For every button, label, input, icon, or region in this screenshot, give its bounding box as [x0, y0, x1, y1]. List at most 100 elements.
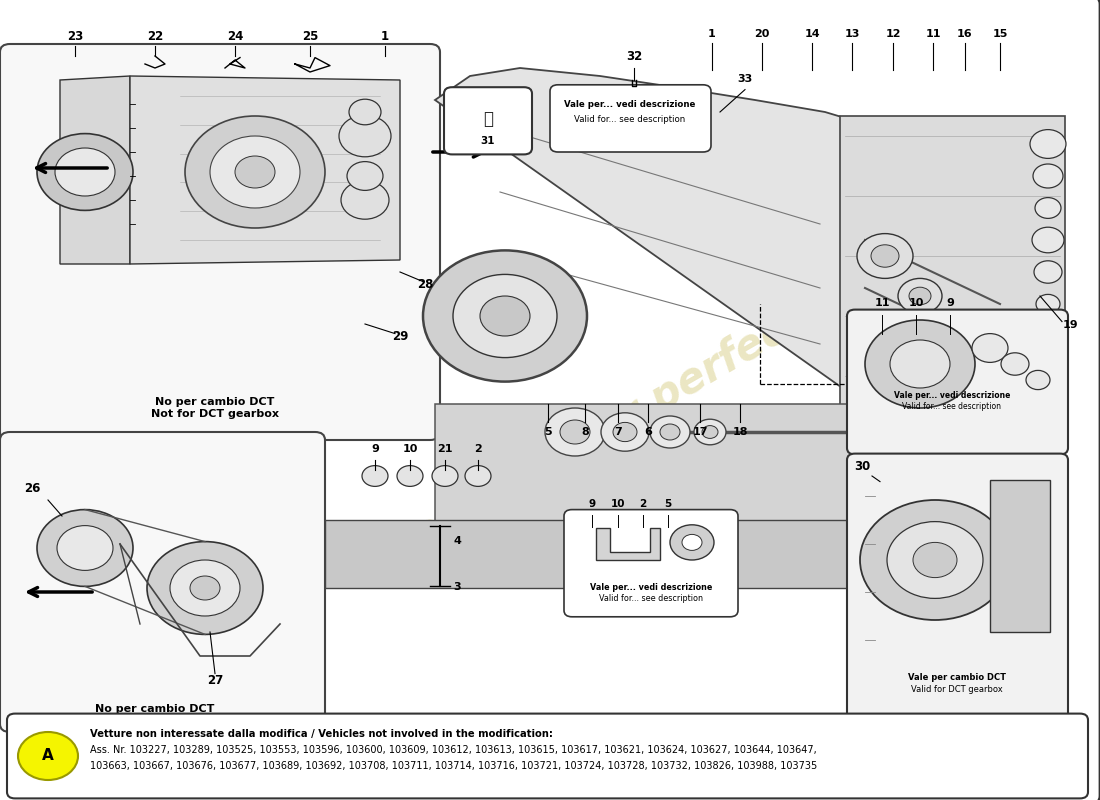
Circle shape — [432, 466, 458, 486]
Circle shape — [890, 340, 950, 388]
Circle shape — [170, 560, 240, 616]
Circle shape — [18, 732, 78, 780]
Circle shape — [682, 534, 702, 550]
Text: 31: 31 — [481, 136, 495, 146]
Text: 13: 13 — [845, 29, 860, 38]
Circle shape — [650, 416, 690, 448]
Text: A: A — [42, 749, 54, 763]
Circle shape — [1033, 164, 1063, 188]
Circle shape — [190, 576, 220, 600]
Text: 21: 21 — [438, 444, 453, 454]
Circle shape — [57, 526, 113, 570]
Polygon shape — [596, 528, 660, 560]
Text: 23: 23 — [67, 30, 84, 42]
Circle shape — [865, 320, 975, 408]
Text: No per cambio DCT
Not for DCT gearbox: No per cambio DCT Not for DCT gearbox — [91, 704, 219, 725]
Text: 9: 9 — [588, 499, 595, 509]
FancyBboxPatch shape — [847, 454, 1068, 730]
Circle shape — [860, 500, 1010, 620]
Circle shape — [946, 325, 964, 339]
Text: 10: 10 — [403, 444, 418, 454]
Text: Valid for... see description: Valid for... see description — [574, 114, 685, 124]
Text: 11: 11 — [925, 29, 940, 38]
Text: 22: 22 — [147, 30, 163, 42]
Circle shape — [362, 466, 388, 486]
Text: 26: 26 — [24, 482, 41, 495]
Circle shape — [660, 424, 680, 440]
Text: 27: 27 — [207, 674, 223, 687]
Circle shape — [453, 274, 557, 358]
Text: 3: 3 — [453, 582, 461, 592]
Circle shape — [1034, 261, 1062, 283]
Text: 103663, 103667, 103676, 103677, 103689, 103692, 103708, 103711, 103714, 103716, : 103663, 103667, 103676, 103677, 103689, … — [90, 762, 817, 771]
Circle shape — [560, 420, 590, 444]
Text: 2: 2 — [474, 444, 482, 454]
Circle shape — [1036, 294, 1060, 314]
FancyBboxPatch shape — [7, 714, 1088, 798]
Circle shape — [1030, 130, 1066, 158]
FancyBboxPatch shape — [564, 510, 738, 617]
Text: Valid for DCT gearbox: Valid for DCT gearbox — [911, 685, 1003, 694]
Text: 29: 29 — [392, 330, 408, 343]
Text: 5: 5 — [664, 499, 672, 509]
FancyBboxPatch shape — [550, 85, 711, 152]
Text: 8: 8 — [581, 427, 589, 437]
Circle shape — [424, 250, 587, 382]
Text: Ass. Nr. 103227, 103289, 103525, 103553, 103596, 103600, 103609, 103612, 103613,: Ass. Nr. 103227, 103289, 103525, 103553,… — [90, 746, 816, 755]
Polygon shape — [324, 520, 855, 588]
Text: 19: 19 — [1063, 320, 1078, 330]
FancyBboxPatch shape — [0, 432, 324, 732]
Text: 7: 7 — [614, 427, 622, 437]
Text: 6: 6 — [645, 427, 652, 437]
Text: 10: 10 — [610, 499, 625, 509]
Circle shape — [670, 525, 714, 560]
Text: 2: 2 — [639, 499, 647, 509]
Text: Vale per... vedi descrizione: Vale per... vedi descrizione — [564, 100, 695, 110]
Polygon shape — [990, 480, 1050, 632]
Text: 30: 30 — [854, 459, 870, 473]
Circle shape — [147, 542, 263, 634]
Circle shape — [37, 510, 133, 586]
Circle shape — [1026, 370, 1050, 390]
Circle shape — [1032, 227, 1064, 253]
Circle shape — [613, 422, 637, 442]
Text: 1: 1 — [381, 30, 389, 42]
Circle shape — [341, 181, 389, 219]
Circle shape — [339, 115, 390, 157]
Polygon shape — [434, 404, 860, 576]
Text: Vale per cambio DCT: Vale per cambio DCT — [908, 673, 1007, 682]
Text: 16: 16 — [957, 29, 972, 38]
FancyBboxPatch shape — [0, 44, 440, 440]
FancyBboxPatch shape — [847, 310, 1068, 454]
Circle shape — [937, 318, 974, 346]
Text: 20: 20 — [755, 29, 770, 38]
Circle shape — [702, 426, 718, 438]
Circle shape — [37, 134, 133, 210]
Circle shape — [55, 148, 116, 196]
Circle shape — [346, 162, 383, 190]
Text: 9: 9 — [946, 298, 954, 308]
Circle shape — [480, 296, 530, 336]
Circle shape — [349, 99, 381, 125]
Circle shape — [544, 408, 605, 456]
Text: 9: 9 — [371, 444, 378, 454]
Text: 4: 4 — [453, 536, 461, 546]
Polygon shape — [434, 68, 865, 404]
Circle shape — [397, 466, 424, 486]
Text: 17: 17 — [692, 427, 707, 437]
Text: 24: 24 — [227, 30, 243, 42]
Text: Valid for... see description: Valid for... see description — [600, 594, 703, 603]
Text: No per cambio DCT
Not for DCT gearbox: No per cambio DCT Not for DCT gearbox — [151, 397, 279, 419]
Circle shape — [185, 116, 324, 228]
Text: Vetture non interessate dalla modifica / Vehicles not involved in the modificati: Vetture non interessate dalla modifica /… — [90, 729, 553, 738]
Circle shape — [210, 136, 300, 208]
Polygon shape — [60, 76, 130, 264]
Text: Valid for... see description: Valid for... see description — [902, 402, 1001, 411]
Text: 10: 10 — [909, 298, 924, 308]
Polygon shape — [840, 116, 1065, 408]
Circle shape — [601, 413, 649, 451]
Text: 5: 5 — [544, 427, 552, 437]
Circle shape — [694, 419, 726, 445]
Circle shape — [1035, 198, 1062, 218]
Circle shape — [1001, 353, 1028, 375]
